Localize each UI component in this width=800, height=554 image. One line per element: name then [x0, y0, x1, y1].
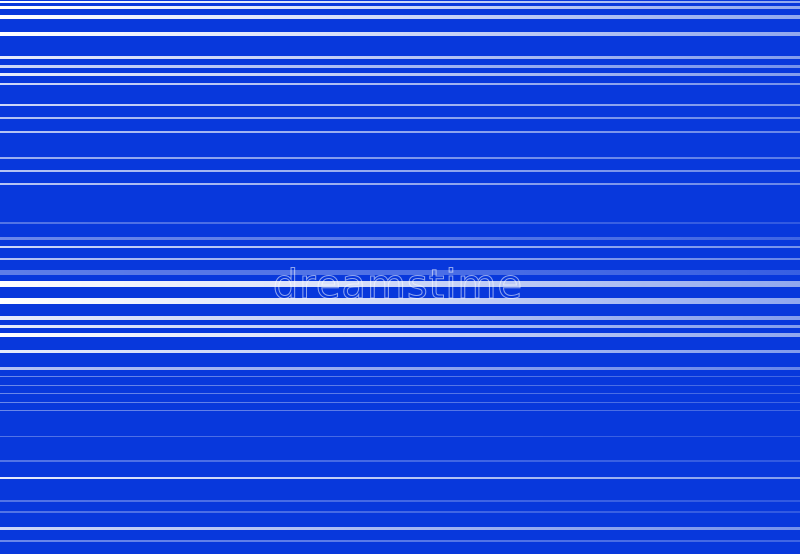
watermark: dreamstime [272, 262, 524, 309]
stripe [0, 402, 800, 403]
stripe [0, 410, 800, 411]
stripe [0, 32, 800, 36]
stripe [0, 367, 800, 370]
stripe [0, 170, 800, 172]
stripe [0, 500, 800, 502]
stripe [0, 477, 800, 479]
stripe [0, 333, 800, 337]
stripe [0, 222, 800, 224]
stripe [0, 385, 800, 386]
stripe [0, 540, 800, 542]
stripe [0, 237, 800, 240]
stripe [0, 393, 800, 394]
stripe [0, 157, 800, 159]
stripe [0, 131, 800, 133]
stripe [0, 316, 800, 320]
stripe [0, 325, 800, 328]
stripe [0, 298, 800, 304]
stripe [0, 460, 800, 462]
stripe [0, 511, 800, 513]
stripe [0, 73, 800, 76]
stripe [0, 83, 800, 85]
stripe [0, 281, 800, 287]
stripe [0, 350, 800, 353]
stripe [0, 246, 800, 248]
stripe [0, 436, 800, 437]
stripe [0, 376, 800, 377]
stripe [0, 56, 800, 59]
stripe [0, 65, 800, 68]
stripe [0, 15, 800, 19]
stripe [0, 258, 800, 260]
stripe [0, 527, 800, 530]
stripe [0, 270, 800, 275]
stripe [0, 6, 800, 9]
stripe [0, 1, 800, 3]
stripe [0, 117, 800, 119]
stripe [0, 183, 800, 185]
stripe [0, 104, 800, 106]
